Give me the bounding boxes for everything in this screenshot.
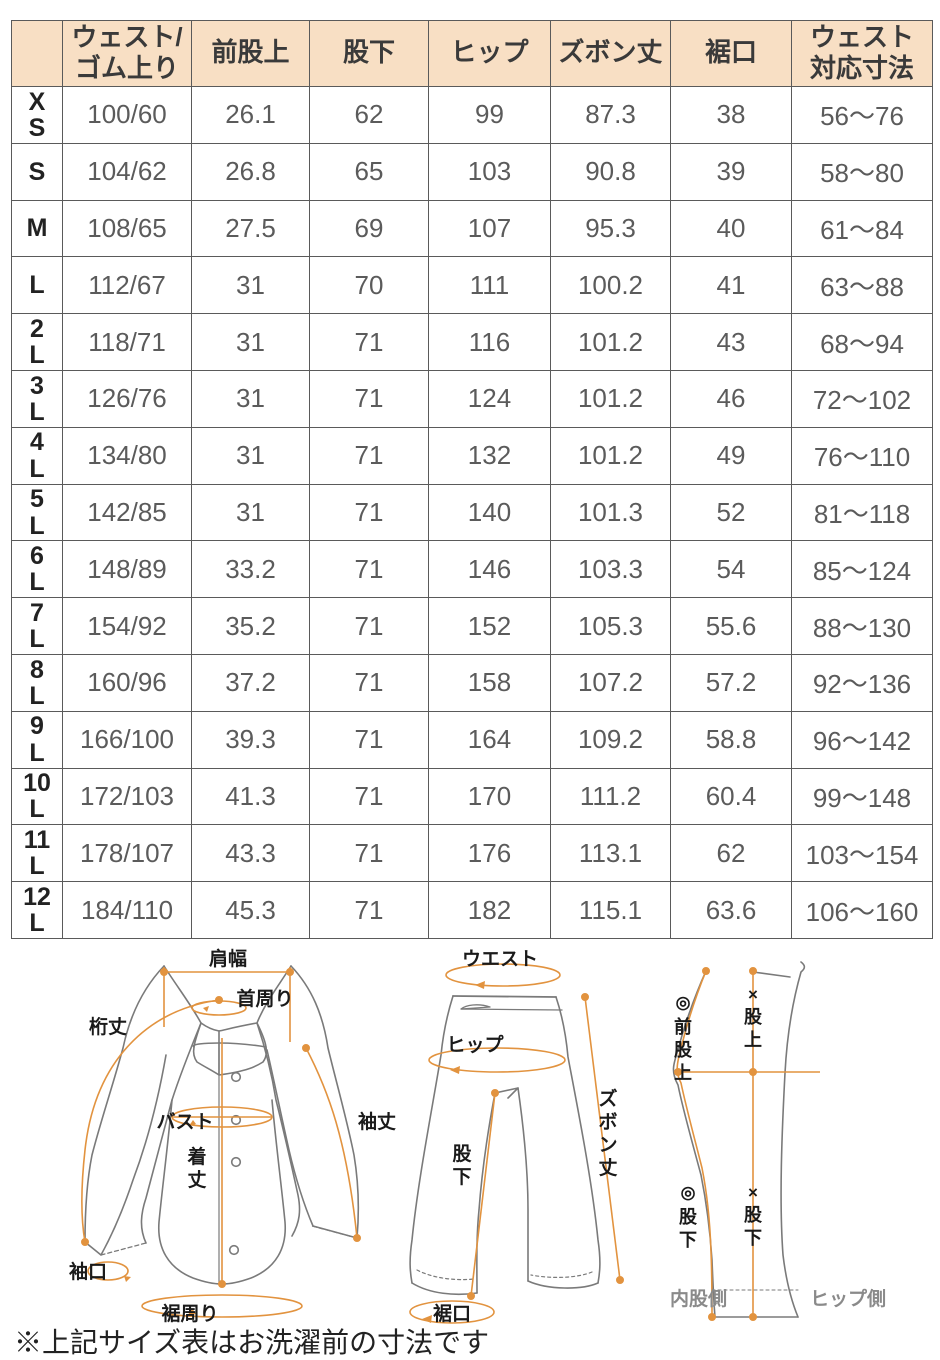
svg-text:上: 上 [674, 1063, 692, 1083]
svg-text:股: 股 [743, 1205, 763, 1225]
svg-text:袖丈: 袖丈 [358, 1110, 396, 1133]
svg-text:前: 前 [674, 1016, 692, 1037]
svg-text:裾口: 裾口 [433, 1302, 471, 1325]
svg-text:桁丈: 桁丈 [89, 1015, 127, 1038]
svg-text:袖口: 袖口 [69, 1260, 107, 1283]
svg-text:ン: ン [598, 1135, 617, 1156]
svg-text:着: 着 [187, 1145, 206, 1168]
svg-text:内股側: 内股側 [670, 1287, 727, 1310]
svg-text:×: × [748, 985, 758, 1004]
svg-text:バスト: バスト [156, 1111, 213, 1133]
svg-text:股: 股 [678, 1207, 698, 1227]
svg-text:裾周り: 裾周り [161, 1302, 218, 1325]
svg-text:◎: ◎ [681, 1183, 696, 1202]
svg-text:股: 股 [673, 1040, 693, 1060]
svg-text:丈: 丈 [187, 1169, 206, 1191]
svg-text:ズ: ズ [598, 1087, 617, 1110]
svg-text:股: 股 [452, 1143, 471, 1165]
svg-text:首周り: 首周り [236, 987, 293, 1010]
svg-text:下: 下 [744, 1228, 762, 1248]
svg-text:ヒップ: ヒップ [446, 1033, 504, 1056]
svg-text:◎: ◎ [676, 993, 691, 1012]
svg-text:肩幅: 肩幅 [209, 947, 247, 970]
svg-text:ヒップ側: ヒップ側 [810, 1287, 886, 1310]
svg-text:※上記サイズ表はお洗濯前の寸法です: ※上記サイズ表はお洗濯前の寸法です [14, 1327, 489, 1358]
svg-text:股: 股 [743, 1007, 763, 1027]
svg-text:下: 下 [679, 1230, 697, 1250]
svg-text:上: 上 [744, 1030, 762, 1050]
svg-text:×: × [748, 1183, 758, 1202]
svg-text:丈: 丈 [598, 1157, 617, 1179]
svg-text:下: 下 [452, 1167, 471, 1188]
svg-text:ボ: ボ [598, 1111, 617, 1133]
svg-text:ウエスト: ウエスト [462, 948, 538, 970]
